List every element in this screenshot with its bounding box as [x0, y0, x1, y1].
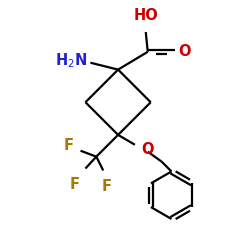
Text: F: F: [64, 138, 74, 153]
Text: O: O: [141, 142, 153, 157]
Text: F: F: [70, 178, 80, 192]
Text: HO: HO: [134, 8, 158, 23]
Text: F: F: [101, 180, 111, 194]
Text: O: O: [178, 44, 191, 59]
Text: H$_2$N: H$_2$N: [55, 51, 88, 70]
